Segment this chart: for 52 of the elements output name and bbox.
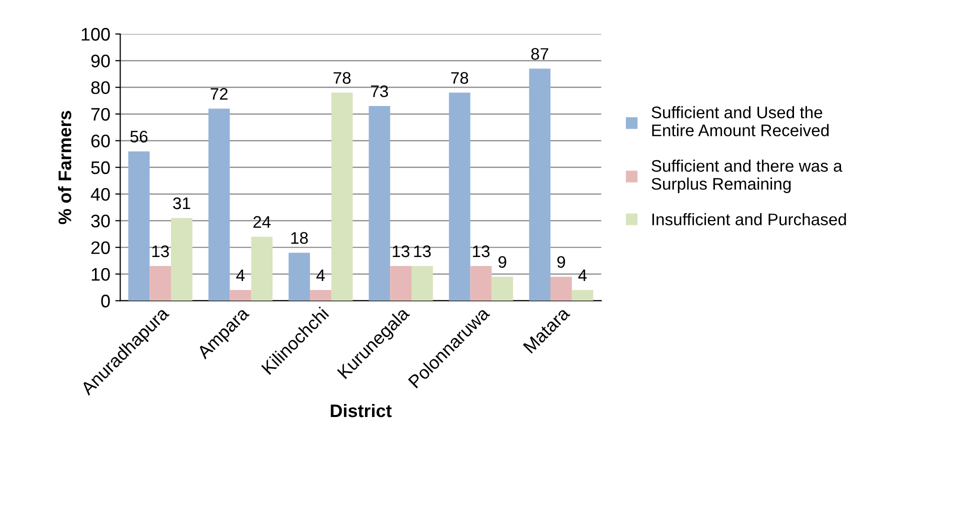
data-label: 87 xyxy=(531,48,548,60)
data-label: 13 xyxy=(473,245,490,258)
legend-label: Insufficient and Purchased xyxy=(652,213,846,226)
bar xyxy=(310,290,332,301)
y-tick-label: 10 xyxy=(92,268,110,281)
bar xyxy=(390,266,412,301)
data-label: 72 xyxy=(210,88,228,100)
bar xyxy=(251,236,273,301)
data-label: 13 xyxy=(392,245,410,258)
data-label: 9 xyxy=(498,256,506,268)
bar xyxy=(572,290,594,301)
bar xyxy=(208,108,230,301)
bar xyxy=(150,266,172,301)
y-tick-label: 100 xyxy=(82,28,110,41)
bar xyxy=(171,218,192,301)
bar xyxy=(448,92,470,301)
data-label: 73 xyxy=(371,85,388,98)
bar xyxy=(128,151,150,301)
y-tick-label: 50 xyxy=(91,161,110,174)
data-label: 78 xyxy=(451,72,468,84)
data-label: 13 xyxy=(152,245,169,258)
data-label: 24 xyxy=(253,216,271,228)
bar xyxy=(412,266,433,301)
data-label: 78 xyxy=(334,72,351,84)
y-tick-label: 0 xyxy=(101,294,110,308)
data-label: 9 xyxy=(557,256,566,268)
y-tick-label: 40 xyxy=(90,188,110,201)
legend-label: Sufficient and Used the Entire Amount Received xyxy=(652,106,829,136)
data-label: 13 xyxy=(414,245,431,258)
data-label: 31 xyxy=(173,197,190,210)
y-tick-label: 20 xyxy=(91,241,110,254)
bar xyxy=(288,252,310,301)
bar xyxy=(230,290,252,301)
x-axis-title: District xyxy=(330,404,392,418)
y-tick-label: 30 xyxy=(91,214,110,228)
y-tick-label: 90 xyxy=(91,54,110,68)
data-label: 56 xyxy=(130,130,148,143)
bar xyxy=(331,92,353,301)
bar xyxy=(550,276,572,301)
data-label: 18 xyxy=(291,232,308,244)
legend-label: Sufficient and there was a Surplus Remaining xyxy=(652,160,842,194)
data-label: 4 xyxy=(316,270,325,282)
y-tick-label: 70 xyxy=(91,108,110,121)
bar xyxy=(470,266,492,301)
y-tick-label: 60 xyxy=(91,134,110,148)
bar xyxy=(529,68,550,301)
bar xyxy=(368,106,390,301)
data-label: 4 xyxy=(236,270,245,282)
y-axis-title: % of Farmers xyxy=(58,110,72,224)
y-tick-label: 80 xyxy=(91,81,110,94)
data-label: 4 xyxy=(578,270,587,282)
bar xyxy=(492,276,514,301)
